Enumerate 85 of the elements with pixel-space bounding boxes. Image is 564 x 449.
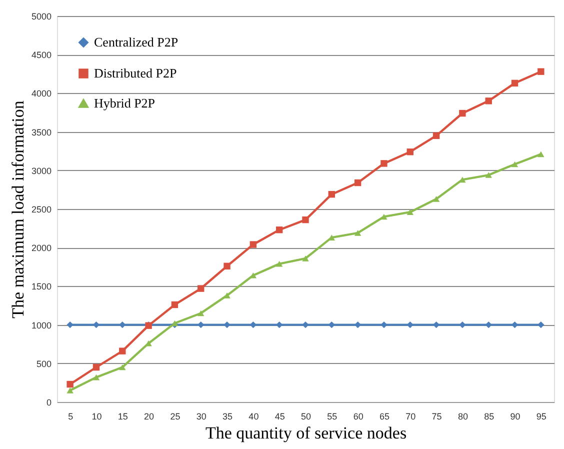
- point: [485, 321, 492, 328]
- y-tick-label: 4000: [31, 88, 52, 99]
- point: [276, 260, 283, 267]
- point: [432, 321, 440, 328]
- point: [328, 321, 336, 328]
- x-tick-label: 40: [248, 412, 259, 422]
- point: [328, 190, 336, 198]
- point: [406, 209, 414, 215]
- x-tick-label: 70: [406, 412, 416, 422]
- point: [511, 321, 518, 328]
- y-tick-label: 1500: [31, 282, 52, 292]
- x-tick-label: 30: [196, 412, 206, 422]
- x-tick-label: 65: [379, 412, 390, 422]
- y-tick-label: 3000: [31, 166, 52, 176]
- y-tick-label: 500: [36, 358, 52, 369]
- point: [198, 310, 204, 316]
- y-tick-label: 2000: [31, 243, 52, 254]
- point: [302, 216, 309, 224]
- point: [302, 321, 309, 328]
- point: [92, 364, 100, 371]
- x-tick-label: 5: [68, 412, 74, 422]
- point: [459, 176, 466, 183]
- point: [250, 241, 257, 248]
- legend-label: Centralized P2P: [94, 34, 178, 50]
- point: [380, 160, 388, 167]
- point: [354, 179, 362, 186]
- point: [250, 321, 257, 328]
- point: [485, 98, 492, 104]
- point: [171, 301, 178, 308]
- point: [432, 196, 440, 202]
- x-tick-label: 20: [144, 412, 154, 422]
- point: [224, 292, 230, 298]
- point: [66, 388, 74, 394]
- point: [432, 132, 440, 140]
- point: [276, 226, 283, 234]
- point: [224, 321, 230, 328]
- point: [92, 321, 100, 328]
- x-tick-label: 25: [170, 412, 180, 422]
- y-tick-label: 3500: [31, 127, 52, 138]
- point: [380, 214, 388, 220]
- x-tick-label: 75: [432, 412, 442, 422]
- point: [92, 374, 100, 380]
- x-tick-label: 10: [92, 412, 102, 422]
- x-tick-label: 60: [353, 412, 364, 422]
- x-tick-label: 15: [118, 412, 128, 422]
- x-tick-label: 50: [300, 412, 312, 422]
- point: [406, 321, 414, 328]
- x-tick-label: 45: [274, 412, 285, 422]
- x-tick-label: 80: [458, 412, 468, 422]
- y-tick-label: 4500: [31, 50, 52, 60]
- point: [66, 380, 74, 388]
- x-tick-label: 95: [536, 412, 546, 422]
- x-tick-label: 85: [484, 412, 494, 422]
- point: [538, 68, 544, 75]
- point: [459, 110, 466, 117]
- point: [380, 321, 388, 328]
- y-tick-label: 5000: [31, 12, 52, 22]
- point: [511, 161, 518, 168]
- y-tick-label: 2500: [31, 204, 52, 214]
- legend-label: Distributed P2P: [94, 66, 177, 80]
- x-tick-label: 90: [510, 412, 520, 422]
- point: [406, 148, 414, 156]
- point: [66, 321, 74, 328]
- point: [511, 80, 518, 87]
- point: [354, 321, 362, 328]
- x-axis-title: The quantity of service nodes: [205, 424, 407, 442]
- point: [119, 348, 126, 354]
- point: [276, 321, 283, 328]
- y-tick-label: 0: [46, 398, 52, 408]
- x-tick-label: 55: [327, 412, 338, 422]
- point: [224, 262, 230, 270]
- point: [198, 321, 204, 328]
- point: [459, 321, 466, 328]
- point: [119, 364, 126, 370]
- point: [538, 151, 544, 158]
- point: [302, 256, 309, 262]
- y-axis-title: The maximum load information: [8, 100, 28, 318]
- point: [538, 321, 544, 328]
- point: [485, 172, 492, 178]
- point: [354, 230, 362, 236]
- y-tick-label: 1000: [31, 320, 52, 330]
- legend-label: Hybrid P2P: [94, 96, 156, 110]
- x-tick-label: 35: [222, 412, 233, 422]
- point: [198, 285, 204, 292]
- point: [119, 321, 126, 328]
